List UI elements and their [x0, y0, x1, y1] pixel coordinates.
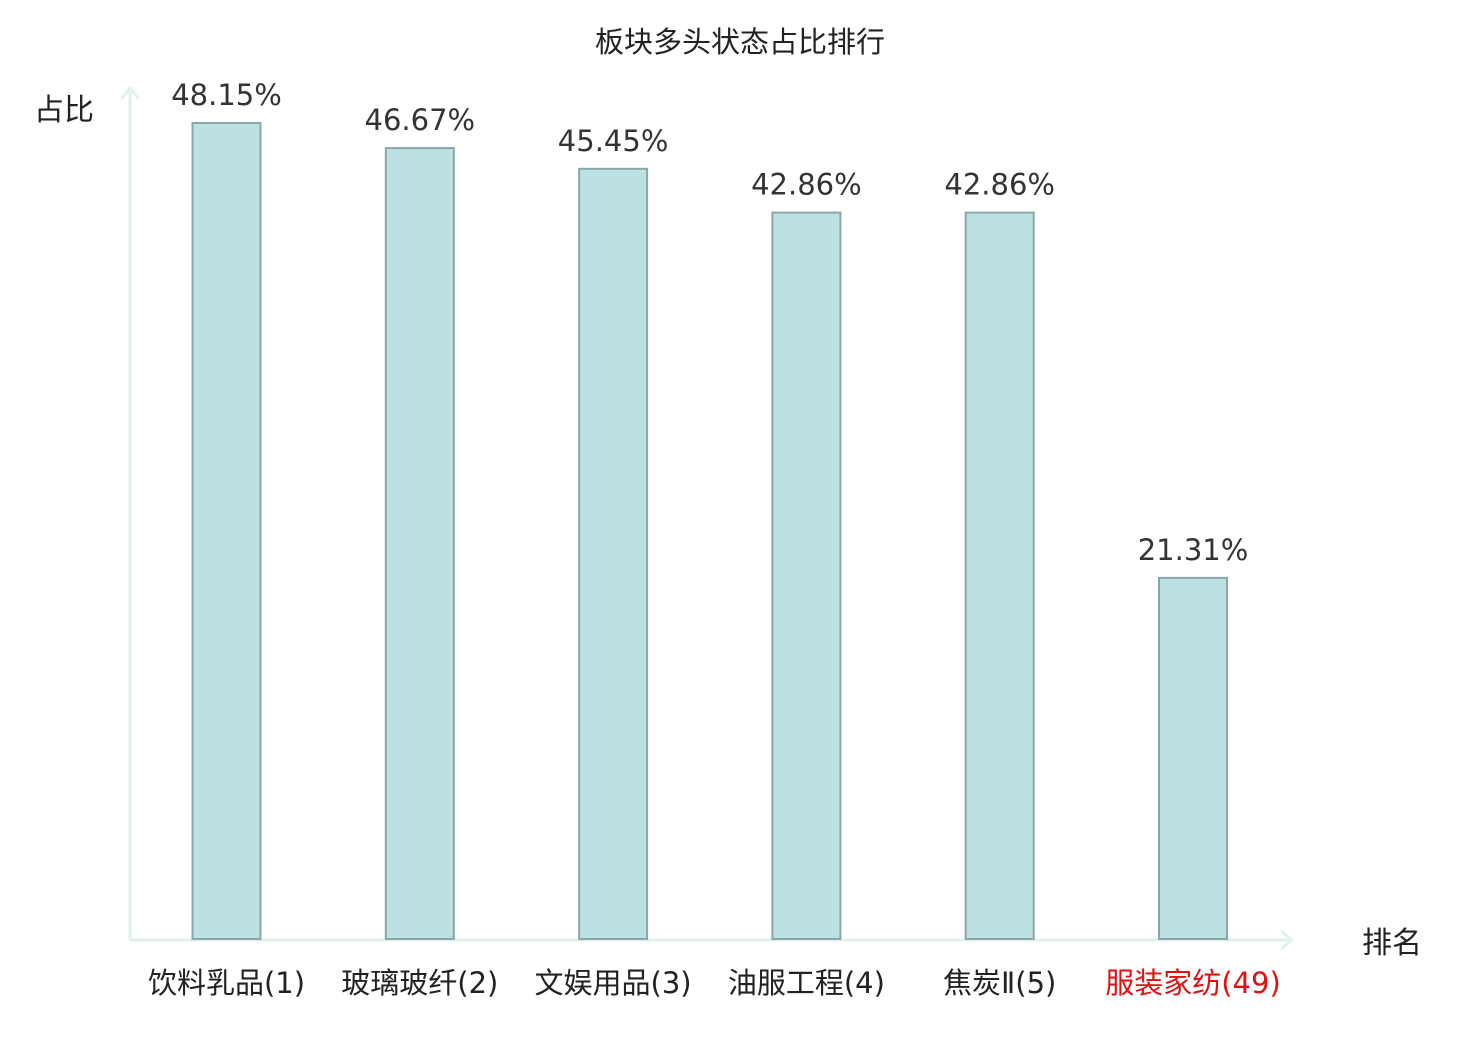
value-label-1: 48.15% — [171, 78, 282, 112]
bar-1 — [191, 122, 262, 940]
category-label-3: 文娱用品(3) — [535, 966, 692, 1000]
category-label-5: 焦炭Ⅱ(5) — [943, 966, 1056, 1000]
category-label-1: 饮料乳品(1) — [148, 966, 305, 1000]
value-label-6: 21.31% — [1138, 533, 1249, 567]
bar-6 — [1158, 576, 1228, 941]
x-axis-label: 排名 — [1362, 926, 1422, 961]
value-label-2: 46.67% — [365, 103, 476, 137]
chart-title: 板块多头状态占比排行 — [595, 25, 885, 59]
value-label-3: 45.45% — [558, 124, 669, 158]
bar-5 — [964, 211, 1035, 941]
bar-3 — [578, 167, 649, 941]
category-labels-group: 饮料乳品(1) 玻璃玻纤(2) 文娱用品(3) 油服工程(4) 焦炭Ⅱ(5) 服装家纺(4… — [148, 966, 1281, 1000]
bar-2 — [384, 147, 455, 941]
y-axis-label: 占比 — [34, 93, 94, 128]
value-labels-group: 48.15% 46.67% 45.45% 42.86% 42.86% 21.31% — [171, 78, 1248, 567]
category-label-6: 服装家纺(49) — [1105, 966, 1281, 1000]
bar-4 — [771, 211, 842, 941]
bars-group — [191, 122, 1228, 941]
category-label-4: 油服工程(4) — [728, 966, 885, 1000]
category-label-2: 玻璃玻纤(2) — [341, 966, 498, 1000]
value-label-4: 42.86% — [751, 168, 862, 202]
value-label-5: 42.86% — [944, 168, 1055, 202]
